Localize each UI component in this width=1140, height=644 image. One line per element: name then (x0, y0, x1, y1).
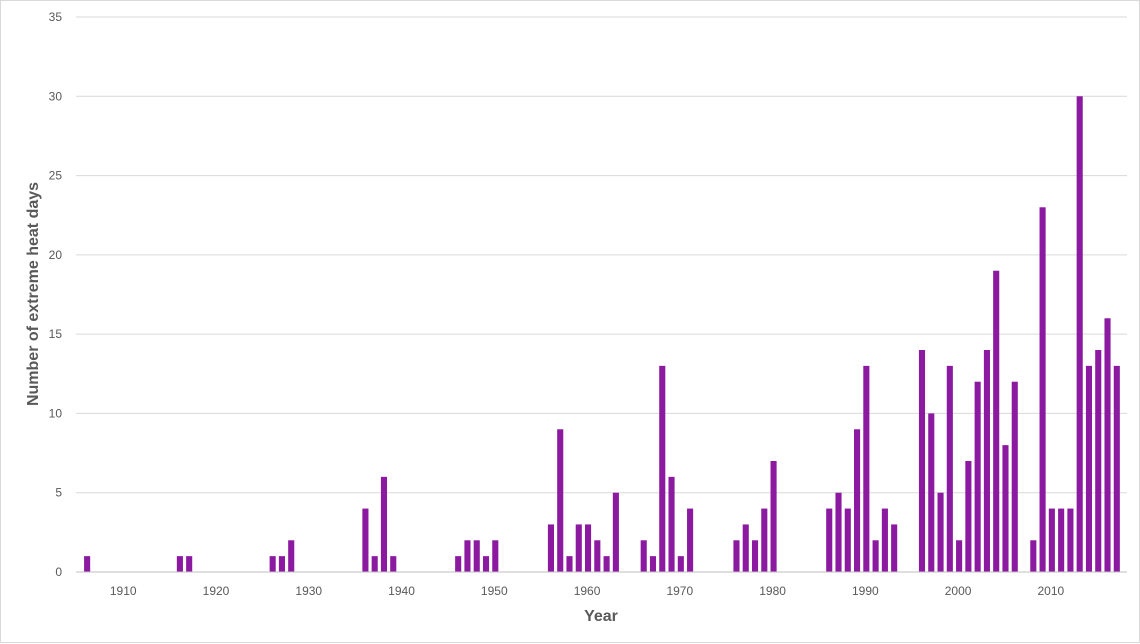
bar (649, 556, 657, 572)
x-tick-label: 1990 (852, 584, 879, 598)
bar (612, 492, 619, 572)
y-tick-label: 5 (55, 486, 62, 500)
bar (1067, 508, 1074, 572)
bar (761, 508, 768, 572)
bar (863, 365, 870, 572)
bar (566, 556, 573, 572)
bar (965, 461, 972, 572)
bar (84, 556, 91, 572)
bar (742, 524, 749, 572)
y-tick-label: 0 (55, 565, 62, 579)
bar (1095, 350, 1102, 572)
bar (464, 540, 471, 572)
x-tick-label: 2000 (945, 584, 972, 598)
y-axis-ticks: 0 5 10 15 20 25 30 35 (49, 10, 63, 579)
x-tick-label: 1960 (574, 584, 601, 598)
bar (659, 365, 666, 572)
bar (854, 429, 861, 572)
bar (1048, 508, 1055, 572)
y-axis-title: Number of extreme heat days (25, 182, 42, 406)
x-tick-label: 1920 (203, 584, 230, 598)
bar (733, 540, 740, 572)
x-tick-label: 1950 (481, 584, 508, 598)
x-axis-ticks: 1910 1920 1930 1940 1950 1960 1970 1980 1990 2000… (110, 584, 1065, 598)
bar (288, 540, 295, 572)
bar (362, 508, 369, 572)
bar (918, 350, 926, 572)
bar (687, 508, 694, 572)
x-tick-label: 2010 (1038, 584, 1065, 598)
bar (371, 556, 378, 572)
y-tick-label: 20 (49, 248, 63, 262)
bar (928, 413, 935, 572)
bar (974, 381, 981, 572)
bar (557, 429, 564, 572)
bar (278, 556, 285, 572)
x-tick-label: 1930 (295, 584, 322, 598)
bar (473, 540, 480, 572)
bar (677, 556, 684, 572)
bar (668, 476, 675, 572)
y-tick-label: 35 (49, 10, 63, 24)
bar (1113, 365, 1120, 572)
y-tick-label: 25 (49, 169, 63, 183)
bar (844, 508, 851, 572)
bar (390, 556, 397, 572)
bar (547, 524, 554, 572)
x-tick-label: 1910 (110, 584, 137, 598)
bar (575, 524, 582, 572)
bar (983, 350, 990, 572)
bar (455, 556, 462, 572)
bar (584, 524, 592, 572)
bar (835, 492, 842, 572)
x-tick-label: 1980 (759, 584, 786, 598)
bars (84, 96, 1120, 573)
bar (956, 540, 963, 572)
bar (640, 540, 647, 572)
bar (269, 556, 276, 572)
bar (946, 365, 953, 572)
bar (1011, 381, 1018, 572)
y-tick-label: 10 (49, 406, 63, 420)
gridlines (76, 16, 1127, 494)
y-tick-label: 30 (49, 89, 63, 103)
y-tick-label: 15 (49, 327, 63, 341)
bar (186, 556, 193, 572)
x-tick-label: 1970 (666, 584, 693, 598)
bar (1076, 96, 1083, 573)
bar (1039, 207, 1046, 573)
bar (176, 556, 183, 572)
x-axis-title: Year (584, 608, 618, 625)
bar (492, 540, 499, 572)
bar (993, 270, 1000, 572)
bar (482, 556, 490, 572)
bar (826, 508, 833, 572)
bar (770, 461, 777, 572)
bar (380, 476, 388, 572)
x-tick-label: 1940 (388, 584, 415, 598)
bar (1030, 540, 1037, 572)
bar (891, 524, 898, 572)
bar (751, 540, 759, 572)
bar (937, 492, 944, 572)
bar (1104, 318, 1111, 572)
bar (603, 556, 610, 572)
bar (594, 540, 601, 572)
bar (1058, 508, 1065, 572)
bar (872, 540, 879, 572)
bar (881, 508, 888, 572)
bar (1002, 445, 1009, 572)
bar (1085, 365, 1093, 572)
